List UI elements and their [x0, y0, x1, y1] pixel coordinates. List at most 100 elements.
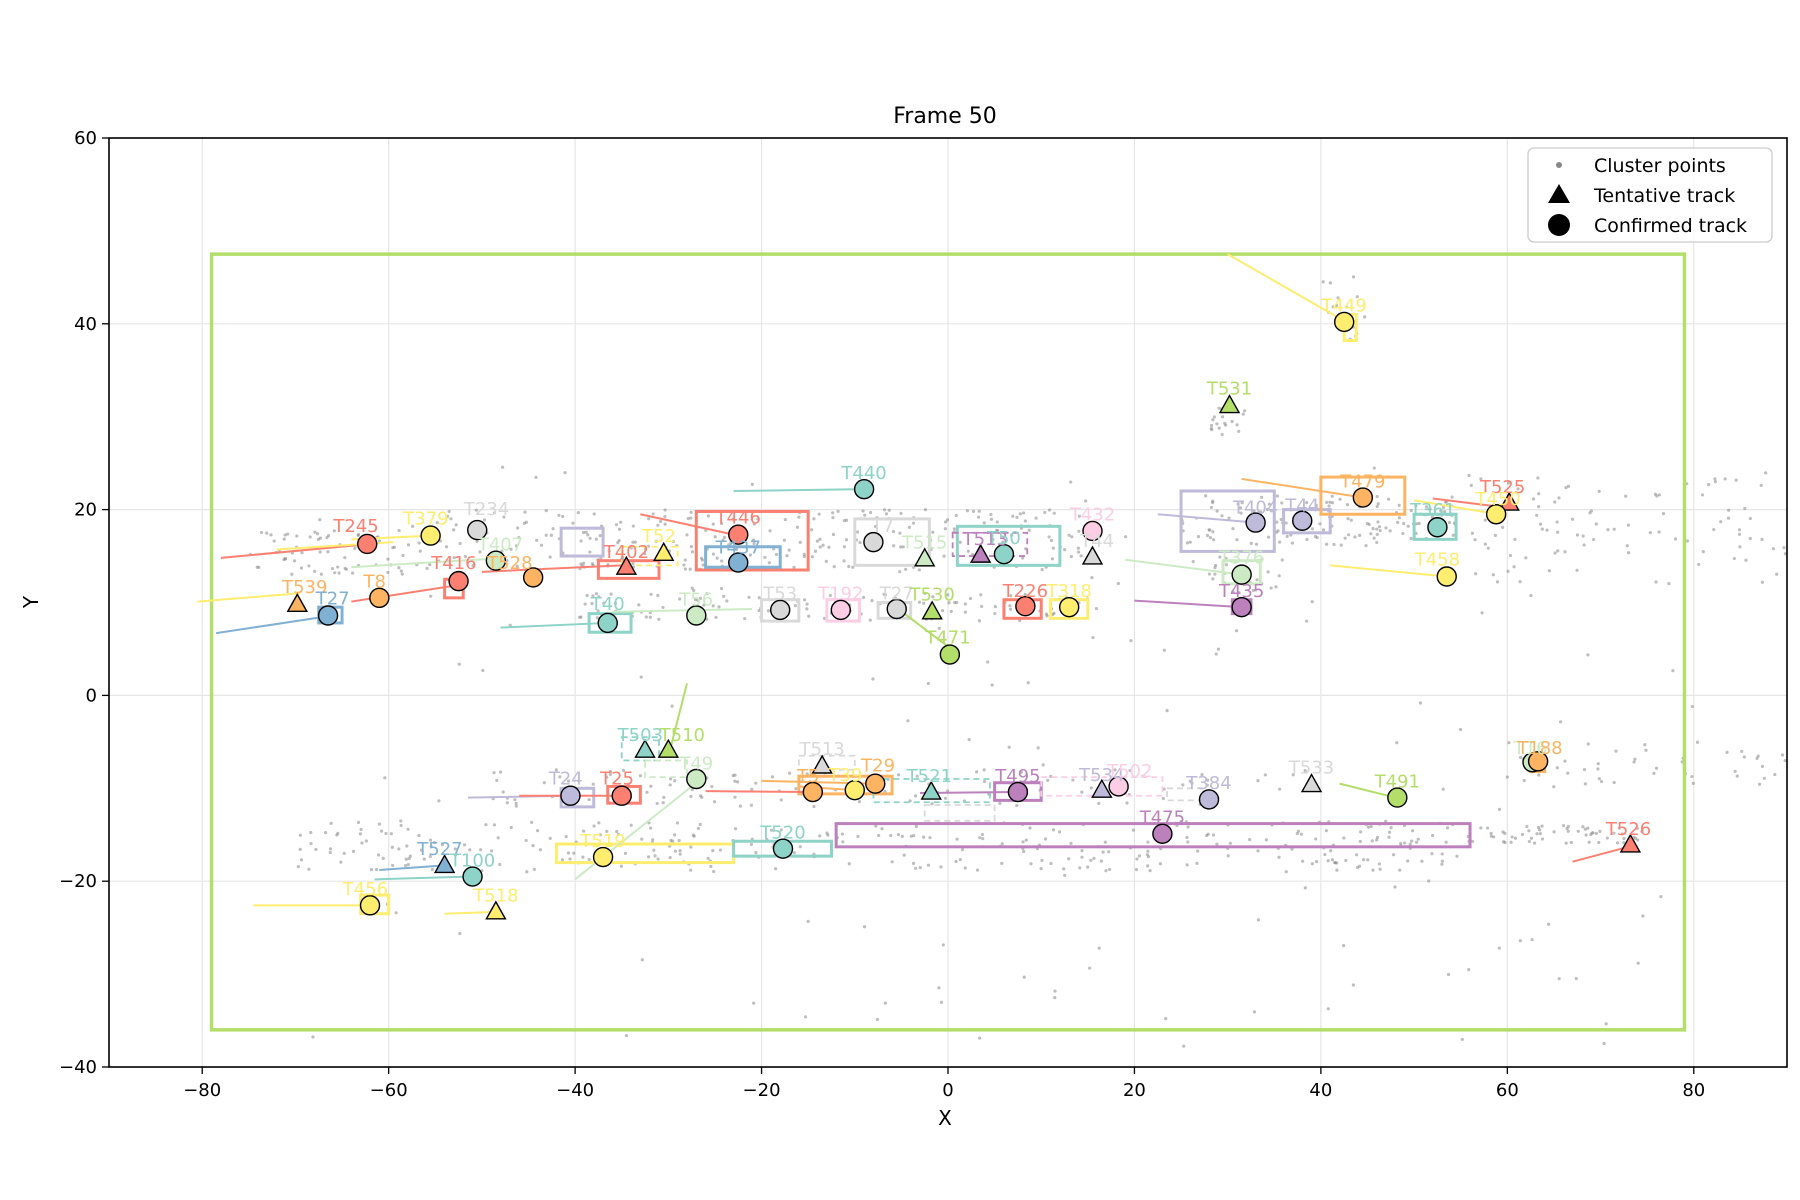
cluster-point — [659, 519, 663, 524]
cluster-point — [870, 598, 874, 603]
cluster-point — [364, 839, 368, 843]
cluster-point — [1344, 858, 1348, 863]
cluster-point — [1044, 612, 1049, 616]
cluster-point — [863, 513, 867, 517]
cluster-point — [1594, 522, 1598, 526]
confirmed-track-marker — [1427, 517, 1448, 538]
cluster-point — [1063, 548, 1067, 552]
cluster-point — [1022, 849, 1026, 854]
cluster-point — [1181, 783, 1185, 787]
cluster-point — [1509, 840, 1513, 844]
cluster-point — [1254, 588, 1258, 592]
cluster-point — [1399, 841, 1403, 846]
cluster-point — [1327, 504, 1331, 508]
cluster-point — [818, 545, 822, 549]
cluster-point — [1104, 869, 1108, 873]
cluster-point — [1024, 838, 1028, 842]
track-box — [853, 517, 931, 567]
cluster-point — [1335, 868, 1339, 872]
cluster-point — [1622, 841, 1626, 845]
cluster-point — [1267, 502, 1271, 506]
cluster-point — [1762, 776, 1766, 780]
cluster-point — [963, 602, 967, 606]
cluster-point — [1076, 546, 1080, 550]
cluster-point — [417, 833, 421, 838]
cluster-point — [1303, 769, 1307, 773]
cluster-point — [1211, 538, 1216, 542]
cluster-point — [1378, 867, 1382, 871]
cluster-point — [595, 616, 599, 620]
predicted-box — [620, 545, 679, 567]
cluster-point — [794, 787, 798, 791]
cluster-point — [300, 551, 304, 555]
cluster-point — [963, 866, 967, 870]
cluster-point — [1377, 525, 1382, 529]
cluster-point — [1077, 529, 1081, 533]
track-label: T27 — [879, 584, 914, 605]
y-tick-label: 20 — [74, 500, 97, 521]
cluster-point — [1211, 530, 1215, 534]
track-label: T318 — [1046, 581, 1092, 602]
cluster-point — [333, 571, 337, 575]
cluster-point — [1329, 849, 1333, 853]
cluster-point — [1131, 828, 1136, 832]
cluster-point — [1237, 429, 1241, 434]
cluster-point — [900, 834, 904, 838]
cluster-point — [594, 537, 598, 541]
cluster-point — [831, 516, 835, 520]
cluster-point — [1135, 857, 1139, 861]
cluster-point — [862, 595, 866, 600]
track-label: T502 — [1106, 761, 1152, 782]
tentative-track-marker — [1498, 491, 1520, 511]
cluster-point — [1347, 533, 1351, 537]
cluster-point — [1376, 520, 1380, 524]
cluster-point — [1467, 473, 1471, 478]
cluster-point — [686, 516, 690, 521]
cluster-point — [767, 561, 771, 565]
cluster-point — [989, 512, 993, 517]
cluster-point — [1483, 542, 1487, 546]
cluster-point — [1557, 496, 1561, 500]
cluster-point — [605, 829, 609, 834]
cluster-point — [1737, 528, 1742, 532]
cluster-point — [1210, 500, 1215, 505]
cluster-point — [564, 834, 568, 839]
cluster-point — [1103, 840, 1107, 844]
cluster-point — [922, 601, 926, 605]
cluster-point — [1596, 762, 1600, 766]
cluster-point — [709, 864, 713, 869]
cluster-point — [1375, 494, 1379, 499]
cluster-point — [1146, 849, 1150, 853]
cluster-point — [1345, 503, 1350, 507]
cluster-point — [763, 555, 767, 560]
cluster-point — [579, 539, 583, 543]
cluster-point — [906, 719, 910, 723]
cluster-point — [818, 834, 822, 838]
cluster-point — [1418, 701, 1423, 705]
cluster-point — [1285, 534, 1289, 538]
cluster-point — [1783, 552, 1787, 556]
cluster-point — [670, 704, 674, 708]
cluster-point — [615, 829, 619, 834]
cluster-point — [949, 609, 953, 614]
cluster-point — [1018, 512, 1022, 516]
cluster-point — [607, 549, 611, 553]
confirmed-track-marker — [611, 785, 632, 806]
cluster-point — [532, 867, 536, 871]
cluster-point — [1597, 777, 1601, 781]
cluster-point — [1566, 829, 1570, 833]
cluster-point — [631, 540, 635, 544]
cluster-point — [1780, 753, 1785, 757]
track-label: T29 — [860, 756, 895, 777]
cluster-point — [1726, 516, 1731, 520]
cluster-point — [652, 848, 656, 852]
tentative-track-marker — [634, 738, 656, 758]
cluster-point — [1467, 968, 1471, 972]
cluster-point — [501, 465, 505, 469]
cluster-point — [598, 534, 602, 538]
cluster-point — [1451, 533, 1455, 537]
cluster-point — [1349, 518, 1353, 522]
cluster-point — [937, 986, 941, 990]
cluster-point — [877, 833, 881, 838]
cluster-point — [952, 527, 957, 531]
